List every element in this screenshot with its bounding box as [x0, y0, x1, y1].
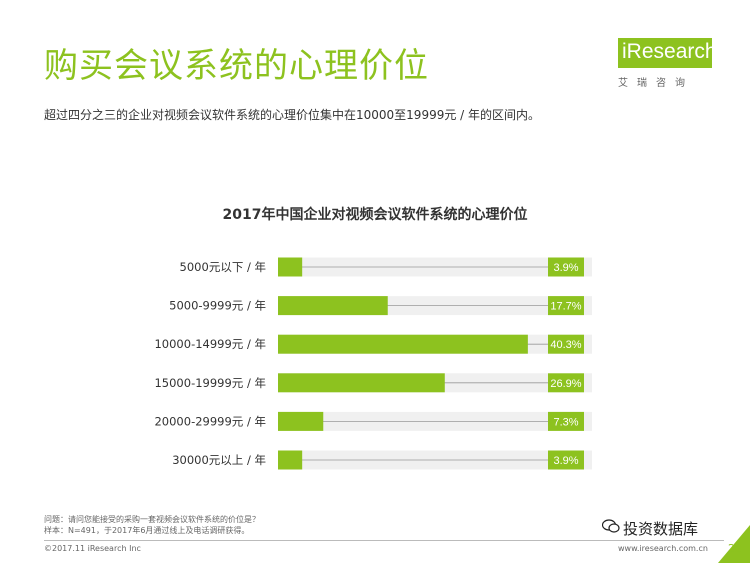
value-label-box	[548, 373, 584, 393]
value-label-box	[548, 257, 584, 277]
category-label: 10000-14999元 / 年	[154, 337, 266, 351]
sample-note: 样本：N=491，于2017年6月通过线上及电话调研获得。	[44, 526, 250, 535]
value-label-box	[548, 450, 584, 470]
logo-subtext: 艾瑞咨询	[618, 78, 694, 89]
category-label: 5000元以下 / 年	[180, 260, 266, 274]
value-label: 3.9%	[553, 262, 578, 274]
value-label: 3.9%	[553, 455, 578, 467]
wechat-icon	[602, 519, 620, 533]
logo-text: iResearch	[622, 40, 717, 63]
watermark-text: 投资数据库	[623, 520, 699, 538]
page-title: 购买会议系统的心理价位	[44, 46, 429, 86]
category-label: 15000-19999元 / 年	[154, 376, 266, 390]
category-label: 5000-9999元 / 年	[169, 299, 266, 313]
page-subtitle: 超过四分之三的企业对视频会议软件系统的心理价位集中在10000至19999元 /…	[44, 108, 541, 122]
corner-decoration	[718, 525, 750, 563]
bar	[278, 257, 303, 277]
category-label: 30000元以上 / 年	[172, 453, 266, 467]
bar	[278, 334, 528, 354]
bar	[278, 373, 445, 393]
bar	[278, 296, 388, 316]
question-note: 问题：请问您能接受的采购一套视频会议软件系统的价位是？	[44, 515, 260, 524]
bar	[278, 411, 324, 431]
logo-box	[618, 38, 712, 68]
iresearch-logo: iResearch 艾瑞咨询	[618, 38, 728, 90]
bar	[278, 450, 303, 470]
value-label-box	[548, 334, 584, 354]
value-label-box	[548, 411, 584, 431]
value-label: 40.3%	[550, 339, 581, 351]
value-label: 26.9%	[550, 378, 581, 390]
page-number: 22	[728, 542, 742, 555]
chart-title: 2017年中国企业对视频会议软件系统的心理价位	[222, 207, 528, 223]
footer-url: www.iresearch.com.cn	[618, 544, 708, 553]
value-label: 17.7%	[550, 301, 581, 313]
value-label: 7.3%	[553, 416, 578, 428]
footer-divider	[44, 540, 724, 541]
value-label-box	[548, 296, 584, 316]
category-label: 20000-29999元 / 年	[154, 414, 266, 428]
footer-copyright: ©2017.11 iResearch Inc	[44, 544, 141, 553]
